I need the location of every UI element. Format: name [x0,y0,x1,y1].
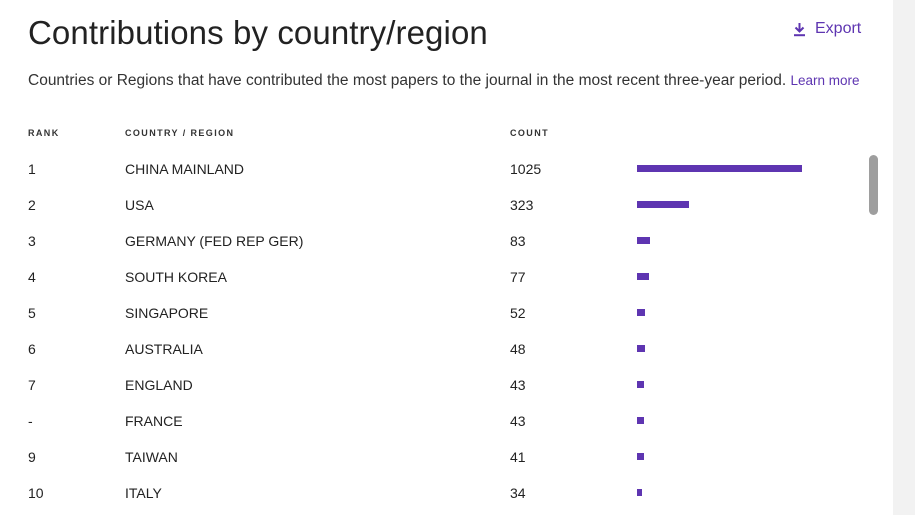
column-header-rank: RANK [28,128,60,138]
count-cell: 83 [510,233,526,249]
export-label: Export [815,20,862,37]
country-cell: ITALY [125,485,162,501]
count-cell: 34 [510,485,526,501]
count-bar [637,489,642,496]
rank-cell: 3 [28,233,36,249]
count-cell: 52 [510,305,526,321]
country-cell: GERMANY (FED REP GER) [125,233,304,249]
count-bar [637,237,650,244]
table-row: 2 USA 323 [0,187,893,223]
country-cell: FRANCE [125,413,183,429]
count-bar [637,345,645,352]
table-row: 6 AUSTRALIA 48 [0,331,893,367]
count-cell: 77 [510,269,526,285]
export-button[interactable]: Export [793,20,861,38]
count-cell: 1025 [510,161,542,177]
table-row: - FRANCE 43 [0,403,893,439]
rank-cell: 4 [28,269,36,285]
count-bar [637,273,649,280]
description-text: Countries or Regions that have contribut… [28,72,787,89]
contributions-panel: Contributions by country/region Export C… [0,0,893,515]
country-cell: SOUTH KOREA [125,269,227,285]
country-cell: ENGLAND [125,377,193,393]
learn-more-link[interactable]: Learn more [790,73,860,88]
rank-cell: 6 [28,341,36,357]
country-cell: AUSTRALIA [125,341,203,357]
count-bar [637,453,644,460]
column-header-count: COUNT [510,128,549,138]
country-cell: USA [125,197,154,213]
count-cell: 323 [510,197,534,213]
rank-cell: 10 [28,485,44,501]
rank-cell: 1 [28,161,36,177]
table-row: 1 CHINA MAINLAND 1025 [0,151,893,187]
rank-cell: 5 [28,305,36,321]
table-row: 5 SINGAPORE 52 [0,295,893,331]
page-title: Contributions by country/region [28,14,488,51]
download-icon [793,22,806,37]
table-row: 7 ENGLAND 43 [0,367,893,403]
rank-cell: 2 [28,197,36,213]
rank-cell: 7 [28,377,36,393]
rank-cell: 9 [28,449,36,465]
count-cell: 48 [510,341,526,357]
count-cell: 43 [510,413,526,429]
country-cell: CHINA MAINLAND [125,161,245,177]
count-bar [637,417,644,424]
count-cell: 41 [510,449,526,465]
country-cell: TAIWAN [125,449,178,465]
rank-cell: - [28,413,33,429]
table-row: 9 TAIWAN 41 [0,439,893,475]
count-bar [637,309,645,316]
column-header-country: COUNTRY / REGION [125,128,235,138]
scrollbar-thumb[interactable] [869,155,878,215]
description: Countries or Regions that have contribut… [28,72,860,90]
table-row: 10 ITALY 34 [0,475,893,511]
table-row: 3 GERMANY (FED REP GER) 83 [0,223,893,259]
count-bar [637,165,802,172]
table-row: 4 SOUTH KOREA 77 [0,259,893,295]
count-cell: 43 [510,377,526,393]
count-bar [637,201,689,208]
count-bar [637,381,644,388]
country-cell: SINGAPORE [125,305,209,321]
